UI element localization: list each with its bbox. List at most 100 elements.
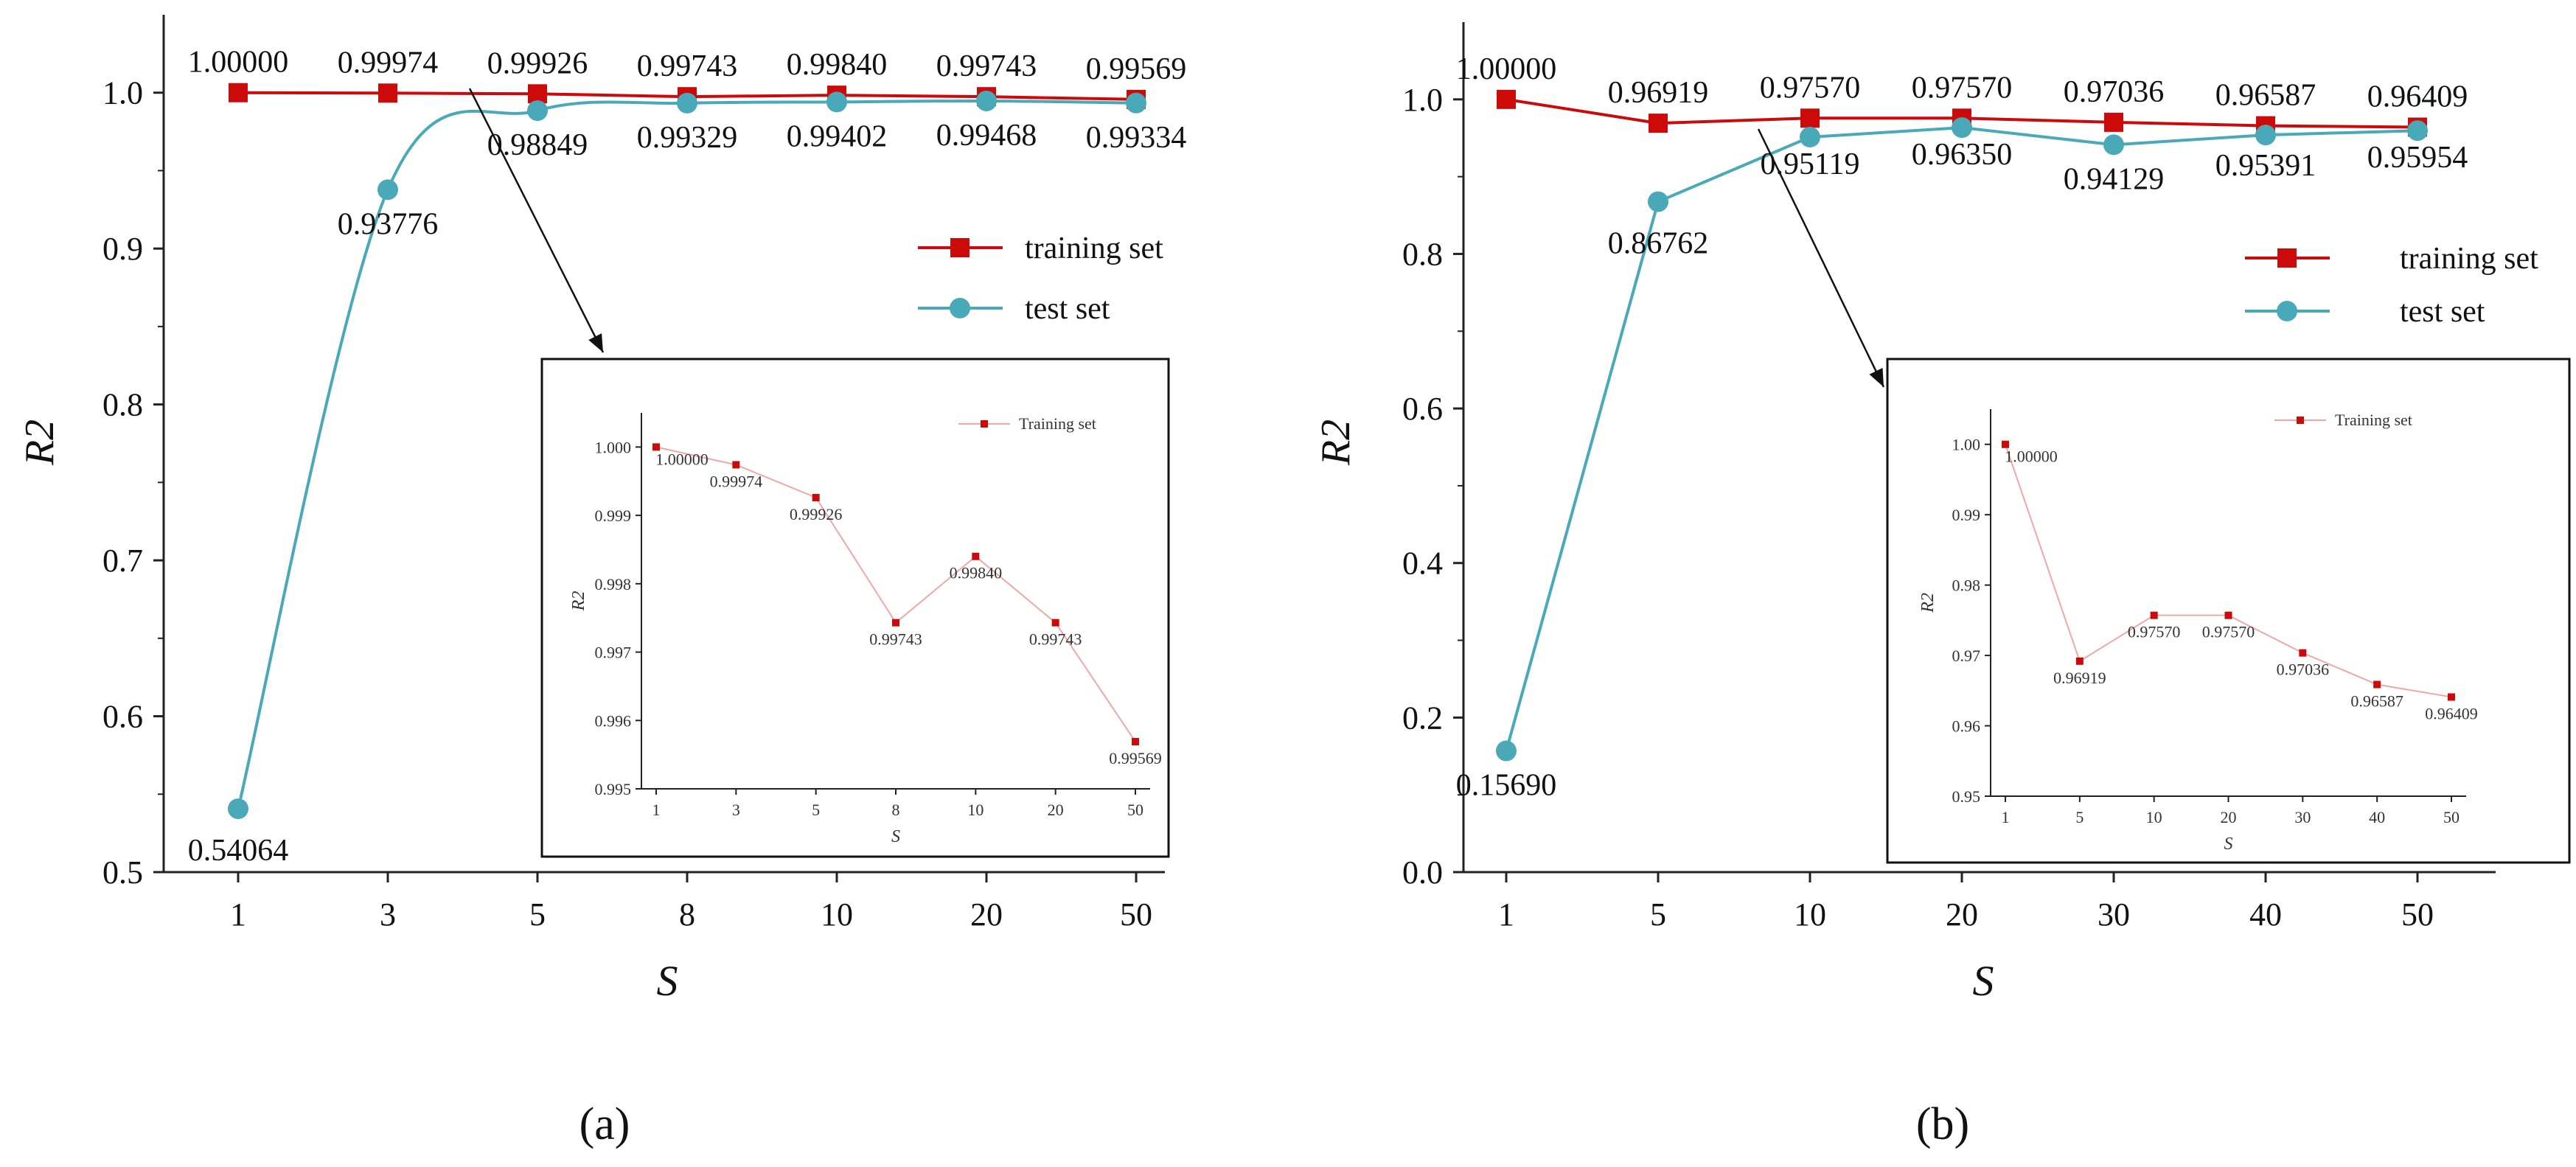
test-set-point — [377, 179, 398, 201]
inset-training-point — [2150, 611, 2158, 619]
inset-y-tick-label: 0.999 — [595, 506, 632, 525]
panel-label: (b) — [1916, 1099, 1969, 1149]
y-tick-label: 0.8 — [102, 387, 143, 423]
x-tick-label: 1 — [230, 896, 246, 933]
inset-data-label: 0.99926 — [790, 505, 843, 523]
legend-test-marker — [2277, 301, 2297, 321]
test-set-point — [1648, 191, 1668, 212]
x-tick-label: 3 — [380, 896, 396, 933]
x-tick-label: 5 — [1650, 896, 1666, 933]
x-tick-label: 40 — [2249, 896, 2282, 933]
test-set-point — [2255, 125, 2276, 146]
inset-y-axis-label: R2 — [569, 591, 588, 612]
inset-training-point — [2224, 611, 2232, 619]
inset-arrow-line — [1757, 128, 1885, 388]
inset-x-tick-label: 20 — [1048, 801, 1064, 819]
x-tick-label: 10 — [821, 896, 853, 933]
inset-training-point — [2299, 649, 2307, 657]
training-set-data-label: 0.96919 — [1608, 76, 1709, 110]
legend-test-marker — [950, 298, 970, 318]
inset-data-label: 0.97570 — [2128, 623, 2181, 641]
y-tick-label: 0.9 — [102, 231, 143, 267]
inset-data-label: 0.96587 — [2350, 692, 2403, 711]
inset-legend-label: Training set — [1019, 414, 1096, 433]
inset-y-tick-label: 0.998 — [595, 575, 632, 593]
x-tick-label: 50 — [1120, 896, 1152, 933]
test-set-point — [826, 91, 847, 113]
legend-training-marker — [2277, 248, 2297, 268]
training-set-point — [229, 83, 248, 102]
inset-data-label: 0.96409 — [2425, 705, 2478, 723]
inset-frame — [540, 358, 1170, 858]
test-set-data-label: 0.95391 — [2215, 149, 2316, 183]
training-set-data-label: 1.00000 — [188, 46, 289, 80]
inset-x-tick-label: 10 — [2146, 808, 2162, 826]
training-set-data-label: 1.00000 — [1456, 52, 1557, 86]
test-set-data-label: 0.99468 — [936, 119, 1037, 153]
inset-x-axis-label: S — [2224, 835, 2233, 854]
test-set-point — [976, 90, 997, 111]
test-set-point — [2103, 134, 2124, 156]
training-set-point — [1800, 108, 1820, 128]
test-set-data-label: 0.99329 — [637, 121, 738, 155]
inset-y-tick-label: 0.99 — [1952, 506, 1981, 524]
inset-x-tick-label: 5 — [2075, 808, 2084, 826]
training-set-data-label: 0.99840 — [787, 48, 888, 82]
test-set-data-label: 0.98849 — [487, 128, 588, 162]
y-tick-label: 0.7 — [102, 543, 143, 579]
x-tick-label: 5 — [529, 896, 546, 933]
inset-x-tick-label: 1 — [2002, 808, 2010, 826]
y-tick-label: 0.6 — [102, 699, 143, 735]
training-set-point — [2104, 112, 2123, 132]
x-tick-label: 1 — [1498, 896, 1514, 933]
y-axis-label: R2 — [17, 419, 63, 466]
inset-y-tick-label: 0.95 — [1952, 787, 1981, 806]
test-set-data-label: 0.54064 — [188, 834, 289, 868]
inset-training-point — [732, 461, 740, 469]
inset-y-tick-label: 0.997 — [595, 644, 632, 662]
inset-y-tick-label: 0.97 — [1952, 647, 1981, 665]
inset-data-label: 0.97570 — [2202, 623, 2255, 641]
x-tick-label: 8 — [679, 896, 695, 933]
inset-training-point — [812, 493, 820, 501]
inset-x-tick-label: 30 — [2294, 808, 2311, 826]
inset-data-label: 0.99974 — [710, 472, 763, 490]
inset-y-axis-label: R2 — [1918, 593, 1938, 613]
training-set-point — [528, 84, 547, 104]
inset-data-label: 0.97036 — [2277, 661, 2330, 679]
inset-frame — [1886, 358, 2571, 864]
x-axis-label: S — [1973, 957, 1994, 1005]
test-set-line — [237, 99, 1137, 809]
legend-test-label: test set — [1025, 292, 1110, 326]
inset-x-tick-label: 3 — [732, 801, 740, 819]
x-tick-label: 20 — [970, 896, 1003, 933]
test-set-data-label: 0.95954 — [2367, 141, 2468, 175]
training-set-data-label: 0.99569 — [1086, 52, 1187, 86]
inset-legend-marker — [981, 420, 988, 428]
y-tick-label: 0.8 — [1402, 236, 1443, 272]
test-set-point — [1800, 126, 1820, 147]
test-set-data-label: 0.99402 — [787, 119, 888, 153]
test-set-data-label: 0.96350 — [1912, 138, 2013, 172]
inset-training-point — [2075, 657, 2084, 665]
y-tick-label: 0.5 — [102, 854, 143, 891]
inset-x-axis-label: S — [891, 827, 900, 846]
legend-test-label: test set — [2400, 295, 2485, 329]
training-set-point — [1649, 114, 1668, 133]
inset-training-point — [2373, 680, 2381, 689]
training-set-data-label: 0.99926 — [487, 46, 588, 80]
training-set-data-label: 0.99743 — [936, 49, 1037, 83]
legend-training-label: training set — [1025, 231, 1163, 265]
training-set-data-label: 0.96409 — [2367, 80, 2468, 114]
inset-data-label: 1.00000 — [2005, 447, 2058, 466]
inset-training-point — [2448, 693, 2455, 701]
training-set-point — [378, 83, 397, 103]
inset-y-tick-label: 1.00 — [1952, 436, 1981, 454]
training-set-data-label: 0.97570 — [1760, 71, 1861, 105]
inset-data-label: 0.99840 — [950, 564, 1003, 582]
y-tick-label: 0.2 — [1402, 700, 1443, 736]
test-set-data-label: 0.15690 — [1456, 769, 1557, 803]
panel-label: (a) — [579, 1099, 630, 1149]
